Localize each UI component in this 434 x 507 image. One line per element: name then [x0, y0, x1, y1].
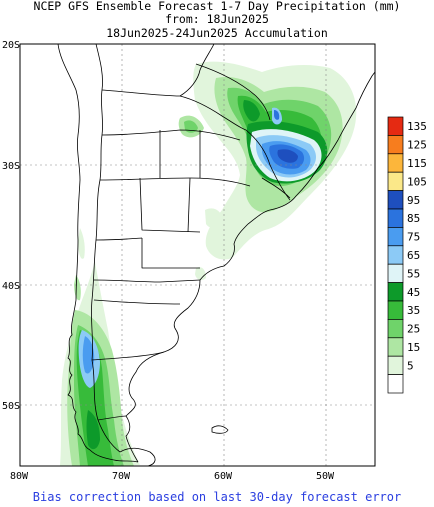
legend-swatch [387, 208, 404, 228]
longitude-labels: 80W 70W 60W 50W [10, 471, 335, 482]
forecast-start-date: from: 18Jun2025 [165, 12, 269, 26]
map-frame [19, 43, 376, 467]
legend-swatch [387, 282, 404, 302]
legend-label: 125 [407, 139, 427, 152]
legend-swatch [387, 374, 404, 394]
legend-swatch [387, 116, 404, 136]
legend-swatch [387, 227, 404, 247]
legend-swatch [387, 135, 404, 155]
lon-label-80w: 80W [10, 471, 29, 482]
lon-label-70w: 70W [112, 471, 131, 482]
accumulation-period: 18Jun2025-24Jun2025 Accumulation [106, 26, 328, 40]
legend-label: 115 [407, 157, 427, 170]
legend-swatch [387, 153, 404, 173]
precipitation-shading [60, 61, 357, 466]
legend-swatch [387, 171, 404, 191]
legend-label: 15 [407, 341, 420, 354]
lat-label-50s: 50S [2, 401, 20, 412]
legend-swatch [387, 355, 404, 375]
legend-label: 45 [407, 286, 420, 299]
legend-label: 75 [407, 231, 420, 244]
lon-label-50w: 50W [316, 471, 335, 482]
lat-label-30s: 30S [2, 161, 20, 172]
legend-swatch [387, 300, 404, 320]
lon-label-60w: 60W [214, 471, 233, 482]
legend-label: 95 [407, 194, 420, 207]
coastlines-and-borders [57, 44, 375, 466]
lat-label-20s: 20S [2, 40, 20, 51]
latitude-labels: 20S 30S 40S 50S [2, 40, 20, 412]
legend-label: 5 [407, 359, 414, 372]
precipitation-legend: 135 125 115 105 95 85 75 65 55 45 35 25 15 5 [387, 116, 427, 394]
legend-swatch [387, 190, 404, 210]
bias-correction-note: Bias correction based on last 30-day for… [32, 490, 402, 504]
legend-label: 25 [407, 323, 420, 336]
legend-label: 135 [407, 120, 427, 133]
legend-label: 105 [407, 175, 427, 188]
legend-label: 85 [407, 212, 420, 225]
legend-swatch [387, 245, 404, 265]
legend-swatch [387, 319, 404, 339]
lat-label-40s: 40S [2, 281, 20, 292]
legend-label: 35 [407, 304, 420, 317]
legend-label: 65 [407, 249, 420, 262]
map-title: NCEP GFS Ensemble Forecast 1-7 Day Preci… [33, 0, 401, 13]
graticule [20, 44, 375, 466]
legend-swatch [387, 337, 404, 357]
legend-label: 55 [407, 267, 420, 280]
legend-swatch [387, 263, 404, 283]
